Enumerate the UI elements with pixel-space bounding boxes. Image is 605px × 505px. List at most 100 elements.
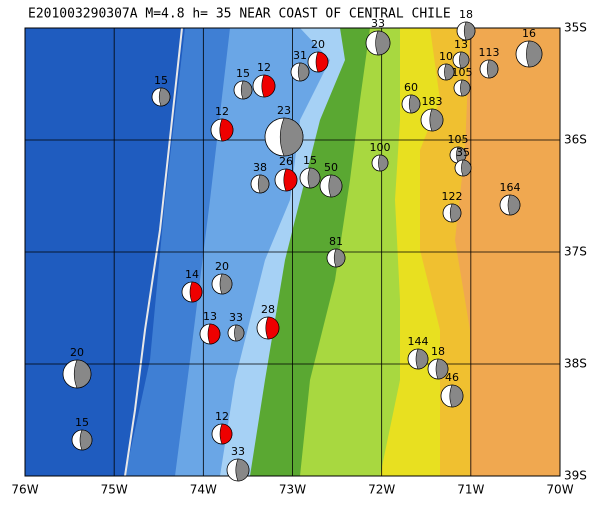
beachball-quadrant [459,51,470,69]
focal-mechanism: 15 [71,416,93,451]
focal-mechanism: 33 [365,17,391,56]
beachball-quadrant [486,59,499,79]
event-depth-label: 100 [370,141,391,154]
event-depth-label: 18 [459,8,473,21]
beachball-quadrant [435,358,449,380]
beachball-quadrant [378,154,389,172]
focal-mechanism: 105 [452,66,473,97]
map-title: E201003290307A M=4.8 h= 35 NEAR COAST OF… [28,7,451,22]
focal-mechanism: 35 [454,146,472,177]
beachball-quadrant [219,273,233,295]
beachball-quadrant [328,174,343,198]
beachball-quadrant [235,458,250,482]
event-depth-label: 15 [303,154,317,167]
event-depth-label: 20 [311,38,325,51]
event-depth-label: 20 [215,260,229,273]
event-depth-label: 26 [279,155,293,168]
lat-label: 39S [564,469,587,483]
focal-mechanism: 26 [274,155,298,192]
beachball-quadrant [257,174,270,194]
focal-mechanism: 33 [226,445,250,482]
beachball-quadrant [375,30,391,56]
focal-mechanism: 46 [440,371,464,408]
beachball-quadrant [461,159,472,177]
event-depth-label: 14 [185,268,199,281]
event-depth-label: 31 [293,49,307,62]
focal-mechanism: 33 [227,311,245,342]
focal-mechanism: 12 [210,105,234,142]
event-depth-label: 38 [253,161,267,174]
event-depth-label: 23 [277,104,291,117]
focal-mechanism: 12 [211,410,233,445]
lon-label: 75W [101,483,128,497]
focal-mechanism: 13 [199,310,221,345]
focal-mechanism: 31 [290,49,310,82]
beachball-quadrant [463,21,476,41]
focal-mechanism: 12 [252,61,276,98]
event-depth-label: 18 [431,345,445,358]
beachball-quadrant [265,316,280,340]
event-depth-label: 15 [236,67,250,80]
event-depth-label: 15 [75,416,89,429]
event-depth-label: 10 [439,50,453,63]
focal-mechanism: 15 [151,74,171,107]
event-depth-label: 144 [408,335,429,348]
focal-mechanism: 20 [62,346,92,389]
event-depth-label: 122 [442,190,463,203]
beachball-quadrant [449,384,464,408]
beachball-quadrant [297,62,310,82]
event-depth-label: 50 [324,161,338,174]
focal-mechanism: 16 [515,27,543,68]
focal-mechanism: 10 [437,50,455,81]
lat-label: 37S [564,245,587,259]
beachball-quadrant [449,203,462,223]
event-depth-label: 15 [154,74,168,87]
beachball-quadrant [219,423,233,445]
event-depth-label: 13 [203,310,217,323]
event-depth-label: 13 [454,38,468,51]
focal-mechanism: 18 [427,345,449,380]
map-frame [24,27,561,477]
event-depth-label: 33 [229,311,243,324]
focal-mechanism: 144 [408,335,429,370]
event-depth-label: 33 [371,17,385,30]
event-depth-label: 16 [522,27,536,40]
event-depth-label: 12 [215,410,229,423]
event-depth-label: 81 [329,235,343,248]
event-depth-label: 113 [479,46,500,59]
lon-label: 70W [546,483,573,497]
focal-mechanism: 18 [456,8,476,41]
focal-mechanism: 38 [250,161,270,194]
focal-mechanism: 23 [264,104,304,157]
focal-mechanism: 50 [319,161,343,198]
event-depth-label: 105 [452,66,473,79]
event-depth-label: 20 [70,346,84,359]
focal-mechanism: 183 [420,95,444,132]
focal-mechanism: 20 [211,260,233,295]
event-depth-label: 164 [500,181,521,194]
lon-label: 74W [190,483,217,497]
event-depth-label: 12 [257,61,271,74]
beachball-quadrant [240,80,253,100]
event-depth-label: 28 [261,303,275,316]
lon-label: 76W [11,483,38,497]
focal-mechanism: 81 [326,235,346,268]
focal-mechanism: 28 [256,303,280,340]
event-depth-label: 183 [422,95,443,108]
beachball-quadrant [261,74,276,98]
lon-label: 72W [368,483,395,497]
event-depth-label: 105 [448,133,469,146]
focal-mechanism: 20 [307,38,329,73]
lat-label: 36S [564,133,587,147]
focal-mechanism: 14 [181,268,203,303]
focal-mechanism: 100 [370,141,391,172]
focal-mechanism: 164 [500,181,521,216]
beachball-quadrant [333,248,346,268]
focal-mechanism: 15 [233,67,253,100]
beachball-quadrant [207,323,221,345]
lat-label: 35S [564,21,587,35]
beachball-quadrant [189,281,203,303]
beachball-quadrant [408,94,421,114]
event-depth-label: 12 [215,105,229,118]
